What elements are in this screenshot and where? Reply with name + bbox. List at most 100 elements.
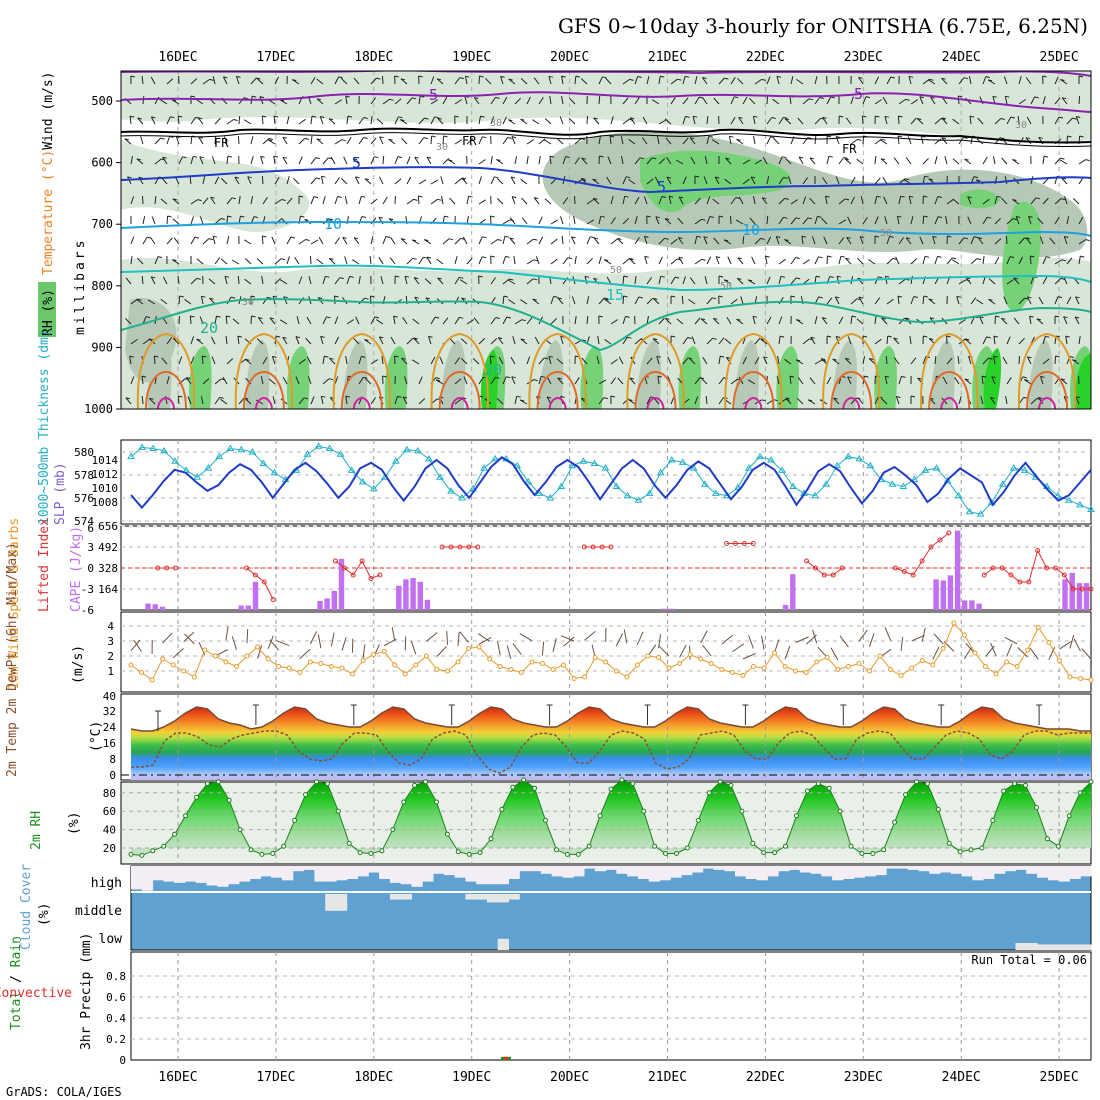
- wind-barb: [850, 96, 854, 105]
- isotherm-label-20: 20: [484, 361, 502, 379]
- wind-barb: [1002, 356, 1008, 365]
- wind-barb: [324, 355, 329, 358]
- wind-barb: [463, 376, 468, 385]
- wind-barb: [897, 115, 900, 125]
- wind-barb: [705, 395, 708, 405]
- wind-barb: [124, 138, 129, 141]
- wind-barb: [575, 75, 581, 78]
- wind-barb: [460, 358, 468, 365]
- wind-barb: [836, 276, 840, 285]
- wind-barb: [610, 116, 614, 125]
- wind-barb: [586, 115, 588, 125]
- wind-barb: [907, 136, 912, 145]
- wind-barb: [1075, 396, 1080, 405]
- wind-barb: [166, 376, 170, 385]
- isotherm-label-10: 10: [324, 215, 342, 233]
- wind-barb: [880, 158, 888, 165]
- wind-barb: [836, 275, 842, 278]
- wind-barb: [929, 338, 934, 340]
- wind-barb: [835, 296, 840, 299]
- wind-barb: [857, 138, 862, 141]
- cloud-high-bar: [778, 866, 790, 872]
- wind-barb: [1038, 296, 1044, 305]
- wind-barb: [835, 176, 840, 185]
- wind10-marker: [592, 655, 598, 660]
- wind-barb: [1054, 278, 1062, 285]
- wind-barb: [629, 377, 634, 380]
- wind-barb: [179, 295, 184, 298]
- wind-barb: [776, 376, 780, 385]
- cloud-middle-bar: [487, 894, 499, 903]
- y-tick-label: 2: [107, 650, 114, 663]
- wind10-marker: [930, 662, 936, 668]
- wind-barb: [737, 77, 744, 85]
- wind-barb: [138, 176, 143, 179]
- wind-barb: [847, 336, 852, 345]
- wind-barb: [729, 135, 734, 138]
- wind-barb: [482, 136, 487, 139]
- date-label: 16DEC: [158, 50, 197, 65]
- cape-bar: [1062, 579, 1068, 610]
- wind-barb: [136, 158, 144, 165]
- wind-barb: [958, 237, 965, 245]
- wind-barb: [1028, 215, 1033, 218]
- wind-barb: [148, 397, 156, 405]
- wind-barb: [190, 356, 195, 365]
- wind10-marker: [423, 653, 429, 659]
- wind-barb: [130, 156, 133, 165]
- wind-barb: [1028, 216, 1032, 225]
- rh2m-marker: [881, 847, 887, 853]
- wind-barb: [861, 115, 864, 125]
- wind-barb: [629, 78, 634, 81]
- wind10-marker: [940, 646, 946, 651]
- wind-barb: [224, 276, 228, 285]
- wind-barb: [923, 335, 928, 338]
- wind-barb: [385, 236, 391, 238]
- wind-barb: [1078, 95, 1081, 105]
- wind-barb: [281, 199, 286, 201]
- rh2m-marker: [859, 851, 865, 856]
- wind-barb: [586, 236, 591, 245]
- y-tick-label: 32: [103, 705, 116, 718]
- wind-barb: [406, 257, 413, 265]
- rh2m-marker: [172, 831, 178, 837]
- wind-barb: [862, 217, 868, 225]
- wind-barb: [341, 139, 346, 142]
- wind-barb: [574, 377, 580, 385]
- wind10-marker: [170, 662, 176, 668]
- cape-axis-label: CAPE (J/kg): [69, 526, 84, 612]
- wind-barb: [783, 176, 788, 179]
- wind-barb: [473, 317, 480, 325]
- wind-barb: [480, 115, 485, 118]
- wind-barb: [838, 157, 845, 165]
- wind10-marker: [497, 664, 503, 669]
- wind-barb: [718, 356, 721, 365]
- wind-barb: [141, 376, 144, 385]
- wind-barb: [826, 156, 830, 165]
- isotherm-label-20: 20: [200, 319, 218, 337]
- cloud-high-bar: [131, 866, 143, 890]
- cloud-low-bar: [1069, 944, 1081, 950]
- wind-barb: [125, 397, 131, 400]
- wind-barb: [295, 376, 300, 385]
- wind-barb: [930, 97, 936, 105]
- wind-barb: [838, 198, 846, 205]
- wind-barb: [874, 196, 878, 205]
- wind10-barb: [1048, 646, 1056, 661]
- wind-barb: [414, 156, 420, 165]
- wind-barb: [370, 316, 376, 325]
- wind-barb: [934, 356, 937, 365]
- wind10-marker: [181, 668, 187, 674]
- wind-barb: [668, 195, 674, 198]
- wind-barb: [657, 376, 660, 385]
- wind10-barb: [761, 635, 765, 650]
- wind-barb: [694, 317, 701, 325]
- wind-barb: [622, 78, 630, 85]
- date-label: 16DEC: [158, 1070, 197, 1085]
- wind-barb: [162, 276, 168, 285]
- date-label: 25DEC: [1040, 50, 1079, 65]
- rh2m-marker: [815, 781, 821, 787]
- cloud-high-bar: [346, 866, 358, 879]
- top-date-labels: 16DEC 17DEC 18DEC 19DEC 20DEC 21DEC 22DEC 23DEC…: [158, 50, 1078, 65]
